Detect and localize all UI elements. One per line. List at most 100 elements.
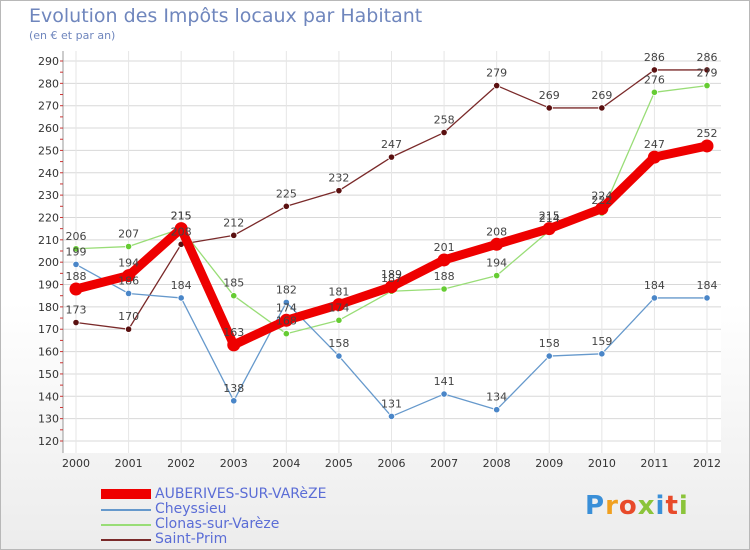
- data-label: 208: [486, 225, 507, 238]
- y-tick-label: 290: [38, 55, 59, 68]
- data-point: [490, 237, 504, 251]
- data-label: 184: [644, 279, 665, 292]
- data-label: 194: [486, 257, 507, 270]
- data-point: [335, 187, 343, 195]
- y-tick-label: 280: [38, 77, 59, 90]
- proxiti-logo: Proxiti: [585, 491, 689, 521]
- x-tick-label: 2010: [588, 457, 616, 470]
- data-label: 170: [118, 310, 139, 323]
- data-point: [122, 269, 136, 283]
- data-label: 168: [276, 315, 297, 328]
- data-point: [177, 294, 185, 302]
- data-label: 187: [381, 272, 402, 285]
- data-point: [542, 222, 556, 236]
- y-tick-label: 160: [38, 346, 59, 359]
- data-point: [332, 298, 346, 312]
- data-label: 222: [591, 194, 612, 207]
- y-tick-label: 120: [38, 435, 59, 448]
- legend-label: Cheyssieu: [155, 501, 227, 517]
- data-point: [703, 66, 711, 74]
- data-point: [493, 406, 501, 414]
- logo-letter: i: [678, 491, 689, 521]
- data-label: 138: [223, 382, 244, 395]
- logo-letter: o: [618, 491, 638, 521]
- data-point: [387, 153, 396, 161]
- data-label: 215: [171, 210, 192, 223]
- legend-label: AUBERIVES-SUR-VARèZE: [155, 486, 327, 502]
- data-point: [230, 231, 238, 239]
- data-point: [282, 330, 290, 338]
- legend-label: Saint-Prim: [155, 531, 228, 547]
- data-point: [282, 202, 290, 210]
- data-point: [647, 150, 661, 164]
- data-label: 174: [328, 301, 349, 314]
- x-tick-label: 2003: [220, 457, 248, 470]
- y-tick-label: 240: [38, 167, 59, 180]
- data-point: [124, 289, 133, 298]
- logo-letter: t: [665, 491, 679, 521]
- data-point: [700, 139, 714, 153]
- x-tick-label: 2002: [167, 457, 195, 470]
- data-point: [279, 313, 293, 327]
- data-label: 247: [381, 138, 402, 151]
- y-tick-label: 260: [38, 122, 59, 135]
- data-label: 207: [118, 228, 139, 241]
- y-tick-label: 170: [38, 323, 59, 336]
- data-point: [440, 285, 448, 293]
- data-point: [124, 242, 133, 251]
- y-tick-label: 200: [38, 256, 59, 269]
- data-label: 158: [539, 337, 560, 350]
- data-label: 201: [434, 241, 455, 254]
- x-tick-label: 2006: [378, 457, 406, 470]
- data-point: [598, 350, 606, 358]
- data-point: [72, 260, 80, 269]
- x-tick-label: 2011: [640, 457, 668, 470]
- data-label: 215: [539, 210, 560, 223]
- data-label: 194: [118, 257, 139, 270]
- legend-swatch: [101, 489, 151, 499]
- data-point: [703, 294, 711, 302]
- y-tick-label: 140: [38, 390, 59, 403]
- data-label: 286: [697, 51, 718, 64]
- data-point: [493, 271, 501, 280]
- data-label: 215: [171, 210, 192, 223]
- data-point: [174, 222, 188, 236]
- data-point: [230, 292, 238, 300]
- x-tick-label: 2004: [272, 457, 300, 470]
- data-label: 212: [223, 216, 244, 229]
- data-label: 158: [328, 337, 349, 350]
- data-point: [595, 202, 609, 216]
- data-label: 269: [539, 89, 560, 102]
- data-label: 224: [591, 190, 612, 203]
- data-label: 188: [66, 270, 87, 283]
- data-label: 208: [171, 225, 192, 238]
- data-label: 184: [697, 279, 718, 292]
- data-label: 269: [591, 89, 612, 102]
- data-label: 141: [434, 375, 455, 388]
- data-label: 131: [381, 397, 402, 410]
- data-label: 188: [434, 270, 455, 283]
- data-point: [493, 81, 501, 90]
- data-label: 181: [328, 286, 349, 299]
- data-label: 232: [328, 172, 349, 185]
- y-tick-label: 130: [38, 413, 59, 426]
- y-tick-label: 270: [38, 100, 59, 113]
- data-point: [72, 318, 80, 327]
- data-label: 184: [171, 279, 192, 292]
- data-point: [650, 294, 659, 302]
- y-tick-label: 190: [38, 279, 59, 292]
- x-tick-label: 2005: [325, 457, 353, 470]
- legend-swatch: [101, 524, 151, 526]
- data-point: [703, 81, 711, 90]
- legend-swatch: [101, 509, 151, 511]
- data-label: 159: [591, 335, 612, 348]
- logo-letter: P: [585, 491, 606, 521]
- data-label: 247: [644, 138, 665, 151]
- y-tick-label: 210: [38, 234, 59, 247]
- logo-letter: i: [655, 491, 666, 521]
- data-label: 276: [644, 73, 665, 86]
- data-point: [282, 298, 290, 307]
- data-label: 186: [118, 274, 139, 287]
- logo-letter: x: [637, 491, 656, 521]
